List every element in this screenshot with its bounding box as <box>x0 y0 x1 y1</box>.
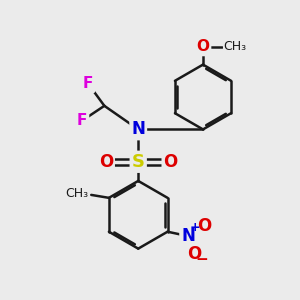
Text: F: F <box>77 113 88 128</box>
Text: N: N <box>131 120 145 138</box>
Text: F: F <box>83 76 93 91</box>
Text: S: S <box>132 153 145 171</box>
Text: O: O <box>187 245 201 263</box>
Text: CH₃: CH₃ <box>224 40 247 53</box>
Text: −: − <box>195 252 208 267</box>
Text: O: O <box>99 153 113 171</box>
Text: N: N <box>181 227 195 245</box>
Text: O: O <box>197 217 212 235</box>
Text: CH₃: CH₃ <box>65 187 88 200</box>
Text: O: O <box>164 153 178 171</box>
Text: O: O <box>196 39 209 54</box>
Text: +: + <box>189 221 200 234</box>
